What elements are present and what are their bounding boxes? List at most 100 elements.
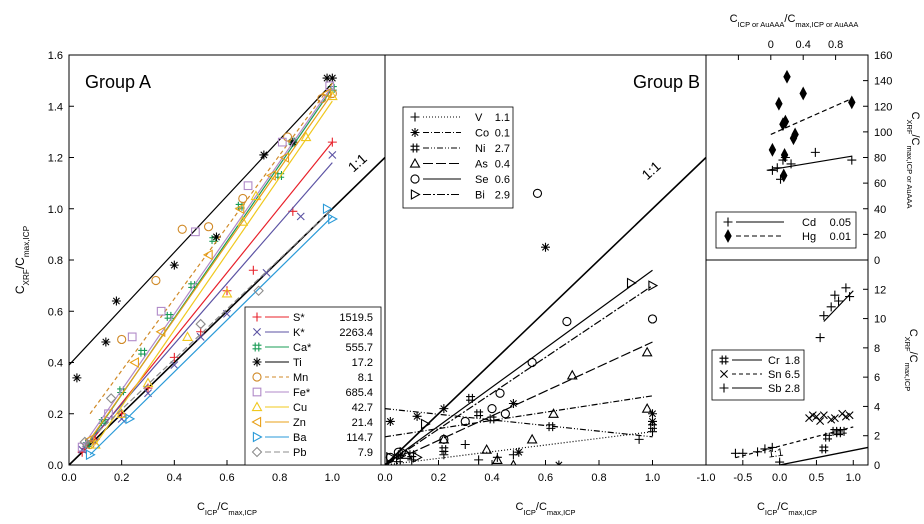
x-tick-label: 0.4: [796, 39, 811, 51]
legend-value: 0.1: [495, 128, 510, 140]
legend-box: [402, 106, 514, 209]
legend-value: 17.2: [352, 357, 373, 369]
legend-marker: [252, 312, 262, 322]
legend-label: Fe*: [293, 387, 311, 399]
series-group-a-ba: [85, 203, 338, 461]
data-point: [327, 73, 337, 83]
y-axis-label-right-top: CXRF/Cmax,ICP or AuAAA: [906, 112, 922, 209]
data-point: [328, 150, 337, 159]
data-point: [238, 193, 248, 204]
data-point: [819, 411, 828, 420]
legend-value: 2263.4: [339, 327, 373, 339]
legend-marker: [410, 143, 420, 153]
x-tick-label: 0.0: [377, 472, 392, 484]
data-point: [648, 422, 657, 432]
legend-label: V: [475, 112, 483, 124]
data-point: [566, 369, 578, 380]
y-axis-label-group-a: CXRF/Cmax,ICP: [13, 225, 31, 294]
fit-line: [81, 141, 333, 453]
y-tick-label: 140: [874, 76, 892, 88]
y-tick-label: 100: [874, 127, 892, 139]
data-point: [234, 203, 245, 215]
data-point: [248, 265, 258, 275]
x-tick-label: 0.4: [484, 472, 499, 484]
legend-label: Cd: [802, 217, 816, 229]
legend-marker: [410, 189, 421, 200]
y-tick-label: 60: [874, 178, 886, 190]
data-point: [169, 260, 179, 270]
data-point: [104, 409, 113, 419]
legend-marker: [719, 355, 729, 365]
data-point: [626, 277, 637, 289]
x-tick-label: 0.0: [61, 472, 76, 484]
data-point: [182, 331, 193, 342]
data-point: [847, 155, 857, 165]
data-point: [326, 90, 338, 101]
data-point: [322, 73, 332, 83]
data-point: [491, 454, 503, 465]
legend-label: Ni: [475, 143, 485, 155]
x-tick-label: 0: [768, 39, 774, 51]
panel-title-group-b: Group B: [633, 72, 700, 92]
data-point: [823, 432, 832, 442]
y-tick-label: 120: [874, 101, 892, 113]
data-point: [127, 332, 137, 342]
fit-line: [385, 269, 653, 465]
legend-value: 1519.5: [339, 312, 373, 324]
x-axis-label-right-bottom: CICP/Cmax,ICP: [757, 501, 817, 517]
data-point: [327, 137, 337, 147]
series-group-b-ni: [385, 393, 657, 465]
series-group-a-zn: [84, 88, 333, 445]
legend-marker: [251, 416, 262, 428]
data-point: [648, 280, 659, 292]
y-tick-label: 0: [874, 460, 880, 472]
data-point: [386, 451, 396, 463]
panel-title-group-a: Group A: [85, 72, 151, 92]
legend-value: 0.01: [830, 231, 851, 243]
data-point: [474, 409, 484, 419]
data-point: [648, 416, 657, 426]
series-group-b-co: [385, 242, 657, 465]
data-point: [481, 443, 493, 454]
data-point: [647, 314, 658, 324]
legend-value: 0.05: [830, 217, 851, 229]
legend-marker: [252, 372, 262, 382]
data-point: [781, 114, 790, 129]
legend-value: 6.5: [785, 369, 800, 381]
fit-line: [385, 341, 653, 465]
y-tick-label: 20: [874, 229, 886, 241]
y-tick-label: 0.6: [48, 306, 63, 318]
data-point: [508, 399, 518, 408]
data-point: [460, 440, 470, 449]
x-tick-label: 0.6: [219, 472, 234, 484]
data-point: [495, 388, 505, 398]
x-tick-label: 0.0: [772, 472, 787, 484]
data-point: [775, 96, 783, 111]
y-tick-label: 160: [874, 50, 892, 62]
x-tick-label: 1.0: [846, 472, 861, 484]
data-point: [830, 414, 839, 423]
data-point: [412, 411, 422, 421]
legend-label: Ca*: [293, 342, 312, 354]
data-point: [845, 292, 855, 302]
data-point: [221, 287, 233, 298]
data-point: [837, 426, 847, 436]
legend-label: Sn: [768, 369, 781, 381]
data-point: [791, 127, 799, 142]
data-point: [282, 132, 293, 142]
legend-label: As: [475, 159, 488, 171]
one-to-one-line: [779, 446, 869, 466]
fit-line: [385, 285, 653, 465]
data-point: [155, 326, 166, 338]
data-point: [296, 212, 305, 221]
fit-line: [84, 208, 333, 445]
data-point: [466, 393, 476, 403]
y-tick-label: 6: [874, 372, 880, 384]
series-group-b-right-top-hg: [768, 69, 856, 183]
plot-frame-right-bottom: [705, 259, 869, 466]
legend-value: 0.4: [495, 159, 510, 171]
legend-label: Cr: [768, 355, 780, 367]
legend-value: 685.4: [345, 387, 373, 399]
data-point: [202, 249, 213, 261]
data-point: [775, 457, 785, 465]
